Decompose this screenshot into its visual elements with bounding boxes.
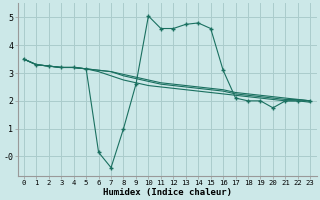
X-axis label: Humidex (Indice chaleur): Humidex (Indice chaleur) xyxy=(103,188,232,197)
